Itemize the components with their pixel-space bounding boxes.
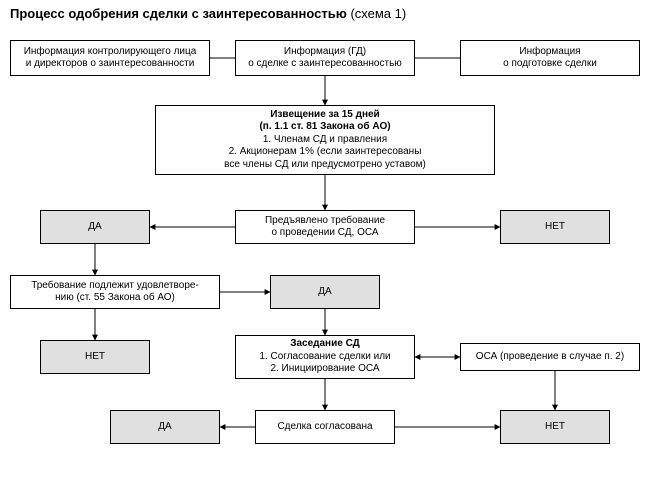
node-text: ДА xyxy=(158,421,171,434)
node-text: Информация xyxy=(519,46,580,59)
node-text: нию (ст. 55 Закона об АО) xyxy=(55,292,175,305)
node-text: ОСА (проведение в случае п. 2) xyxy=(476,351,624,364)
diagram-title: Процесс одобрения сделки с заинтересован… xyxy=(10,6,406,21)
node-text: НЕТ xyxy=(545,421,565,434)
node-n1: Информация контролирующего лицаи директо… xyxy=(10,40,210,76)
node-text: ДА xyxy=(318,286,331,299)
title-rest: (схема 1) xyxy=(347,6,406,21)
node-n11: Заседание СД1. Согласование сделки или2.… xyxy=(235,335,415,379)
node-text: Сделка согласована xyxy=(277,421,372,434)
node-n8: Требование подлежит удовлетворе-нию (ст.… xyxy=(10,275,220,309)
title-bold: Процесс одобрения сделки с заинтересован… xyxy=(10,6,347,21)
node-text: и директоров о заинтересованности xyxy=(26,58,195,71)
node-n7: НЕТ xyxy=(500,210,610,244)
node-text: 1. Согласование сделки или xyxy=(259,351,390,364)
node-text: 1. Членам СД и правления xyxy=(263,134,387,147)
node-text: Предъявлено требование xyxy=(265,215,385,228)
node-text: о проведении СД, ОСА xyxy=(271,227,378,240)
node-text: о подготовке сделки xyxy=(503,58,597,71)
node-n5: Предъявлено требованиео проведении СД, О… xyxy=(235,210,415,244)
node-n10: НЕТ xyxy=(40,340,150,374)
flowchart-canvas: Процесс одобрения сделки с заинтересован… xyxy=(0,0,650,500)
node-n6: ДА xyxy=(40,210,150,244)
node-text: ДА xyxy=(88,221,101,234)
node-text: все члены СД или предусмотрено уставом) xyxy=(224,159,426,172)
node-n3: Информацияо подготовке сделки xyxy=(460,40,640,76)
node-text: Извещение за 15 дней xyxy=(270,109,379,122)
node-text: Информация (ГД) xyxy=(284,46,366,59)
node-text: 2. Инициирование ОСА xyxy=(270,363,379,376)
node-text: Информация контролирующего лица xyxy=(24,46,197,59)
node-n14: Сделка согласована xyxy=(255,410,395,444)
node-text: 2. Акционерам 1% (если заинтересованы xyxy=(229,146,422,159)
node-text: НЕТ xyxy=(85,351,105,364)
node-n13: ДА xyxy=(110,410,220,444)
node-n15: НЕТ xyxy=(500,410,610,444)
node-text: о сделке с заинтересованностью xyxy=(248,58,402,71)
node-n2: Информация (ГД)о сделке с заинтересованн… xyxy=(235,40,415,76)
node-text: Заседание СД xyxy=(290,338,360,351)
node-text: НЕТ xyxy=(545,221,565,234)
node-n9: ДА xyxy=(270,275,380,309)
node-n12: ОСА (проведение в случае п. 2) xyxy=(460,343,640,371)
node-text: (п. 1.1 ст. 81 Закона об АО) xyxy=(259,121,390,134)
node-n4: Извещение за 15 дней(п. 1.1 ст. 81 Закон… xyxy=(155,105,495,175)
node-text: Требование подлежит удовлетворе- xyxy=(31,280,199,293)
